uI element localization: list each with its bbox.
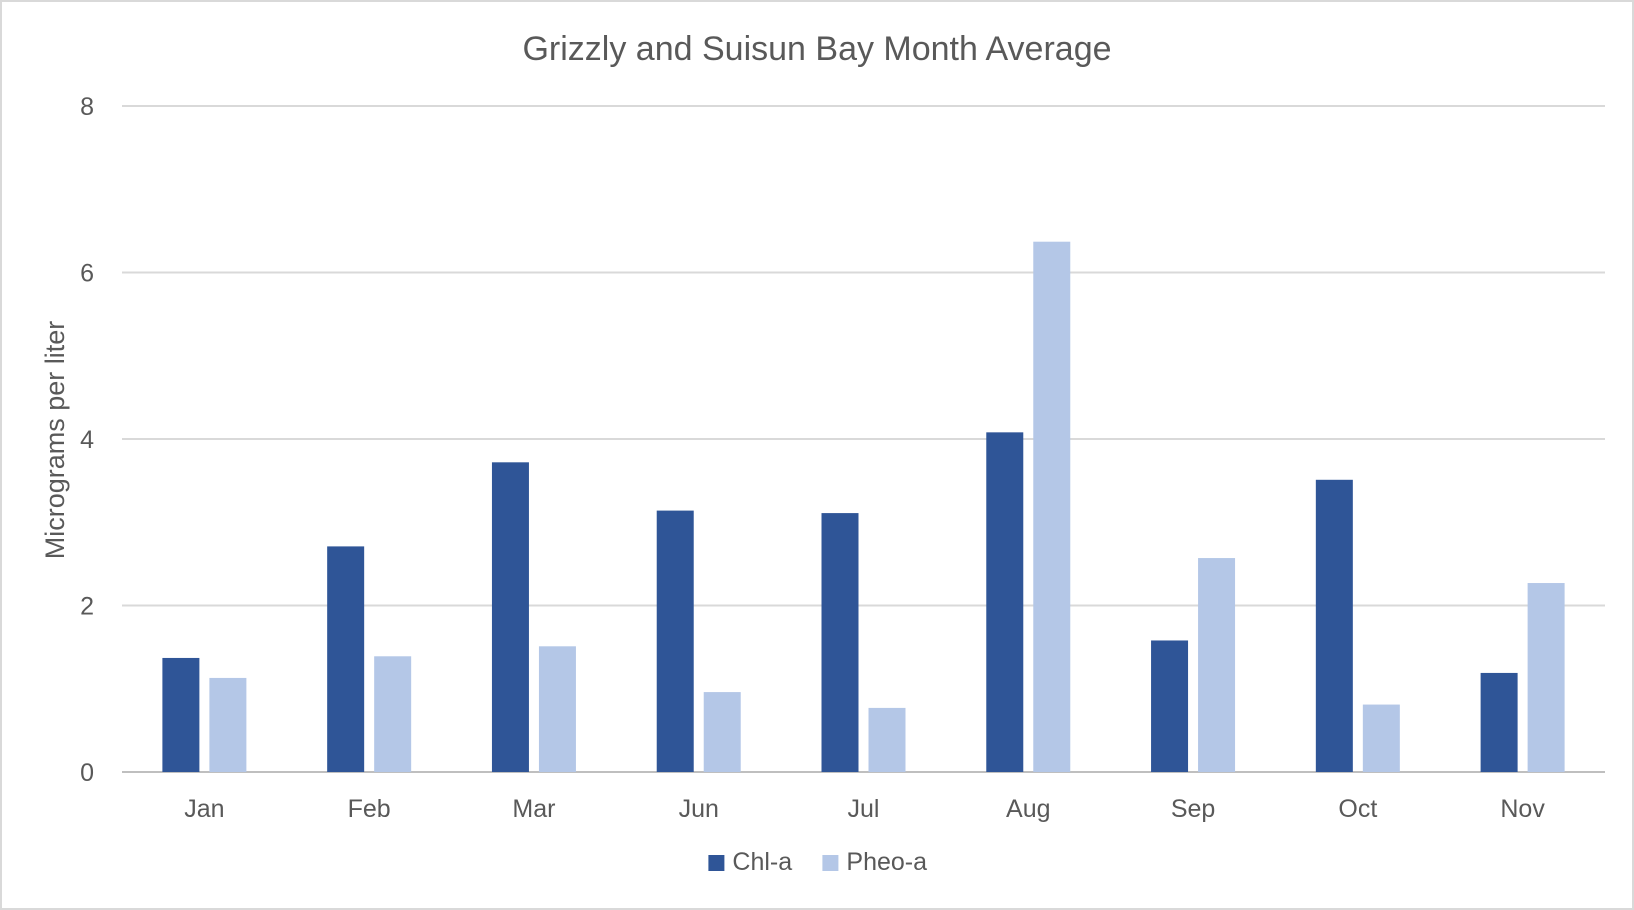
- legend-label-chl-a: Chl-a: [732, 848, 792, 876]
- x-tick-label: Nov: [1500, 795, 1545, 823]
- bar-pheo-a-aug: [1033, 241, 1071, 772]
- x-tick-label: Mar: [512, 795, 555, 823]
- bar-chl-a-feb: [327, 546, 365, 772]
- bars: [162, 241, 1565, 772]
- x-tick-label: Feb: [348, 795, 391, 823]
- legend-swatch-pheo-a: [822, 855, 839, 871]
- legend-label-pheo-a: Pheo-a: [846, 848, 927, 876]
- y-tick-label: 0: [80, 759, 94, 787]
- bar-pheo-a-jun: [703, 692, 741, 772]
- legend-swatch-chl-a: [708, 855, 725, 871]
- bar-pheo-a-oct: [1362, 704, 1400, 772]
- x-tick-label: Jun: [679, 795, 719, 823]
- y-tick-label: 4: [80, 426, 94, 454]
- x-tick-label: Aug: [1006, 795, 1050, 823]
- y-tick-label: 8: [80, 93, 94, 121]
- y-axis-title: Micrograms per liter: [40, 321, 70, 560]
- bar-chl-a-jan: [162, 657, 200, 772]
- x-axis-ticks: Jan Feb Mar Jun Jul Aug Sep Oct Nov: [184, 795, 1545, 823]
- bar-pheo-a-feb: [374, 656, 412, 772]
- bar-pheo-a-nov: [1527, 583, 1565, 772]
- bar-chl-a-oct: [1315, 479, 1353, 772]
- x-tick-label: Jul: [848, 795, 880, 823]
- bar-pheo-a-mar: [538, 646, 576, 772]
- bar-pheo-a-jan: [209, 677, 247, 772]
- bar-chl-a-jun: [656, 510, 694, 772]
- legend: Chl-a Pheo-a: [708, 848, 927, 876]
- x-tick-label: Jan: [184, 795, 224, 823]
- y-tick-label: 6: [80, 260, 94, 288]
- y-axis-ticks: 0 2 4 6 8: [80, 93, 94, 787]
- x-tick-label: Sep: [1171, 795, 1215, 823]
- y-tick-label: 2: [80, 593, 94, 621]
- bar-chl-a-sep: [1151, 640, 1189, 772]
- gridlines: [122, 105, 1605, 773]
- bar-chl-a-jul: [821, 513, 859, 772]
- bar-pheo-a-jul: [868, 707, 906, 772]
- bar-chl-a-nov: [1480, 672, 1518, 772]
- bar-pheo-a-sep: [1198, 558, 1236, 772]
- bar-chl-a-mar: [491, 462, 529, 772]
- chart-title: Grizzly and Suisun Bay Month Average: [522, 30, 1111, 68]
- x-tick-label: Oct: [1338, 795, 1377, 823]
- bar-chl-a-aug: [986, 432, 1024, 772]
